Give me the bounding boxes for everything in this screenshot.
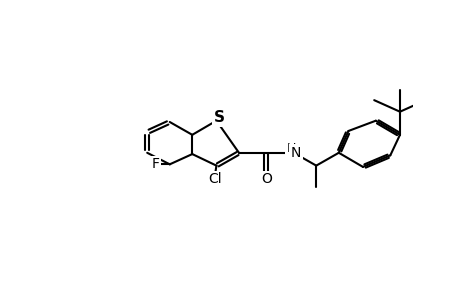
Text: F: F — [151, 157, 160, 171]
Text: N: N — [290, 146, 301, 160]
Text: H: H — [286, 142, 296, 155]
Text: O: O — [260, 172, 271, 186]
Text: Cl: Cl — [207, 172, 221, 187]
Text: S: S — [213, 110, 224, 125]
